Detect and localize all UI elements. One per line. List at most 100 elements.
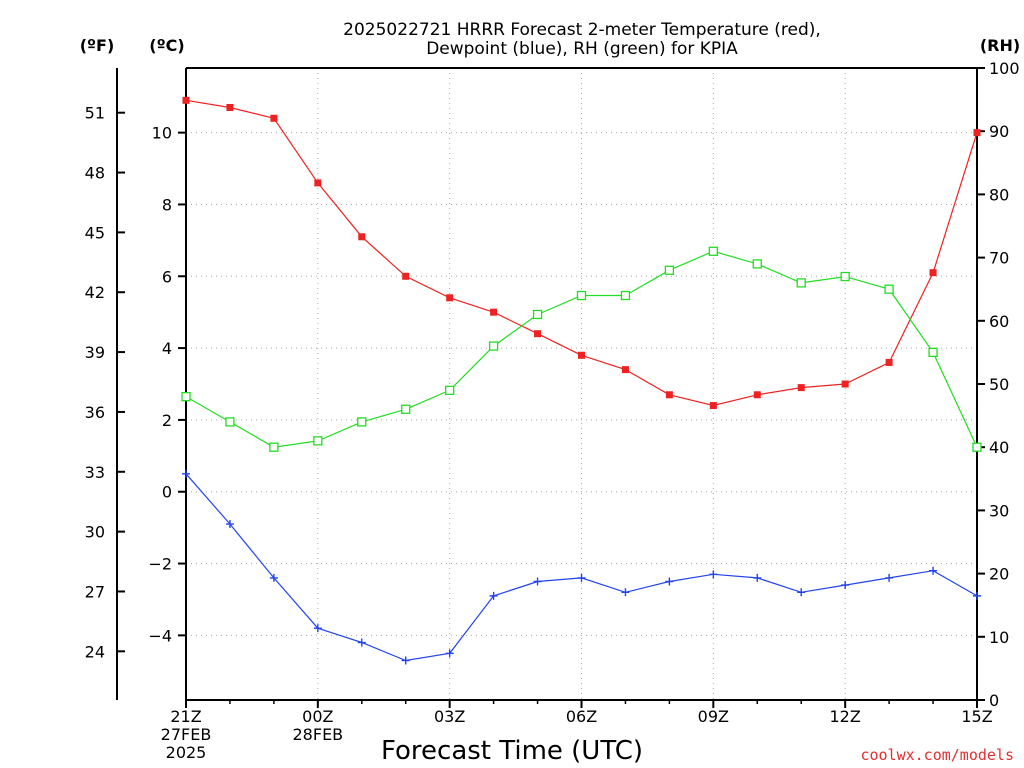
x-axis-label: Forecast Time (UTC) [381, 736, 643, 766]
celsius-tick-label: −4 [148, 626, 172, 645]
rh-tick-label: 70 [989, 249, 1009, 268]
celsius-tick-label: 4 [162, 339, 172, 358]
fahrenheit-tick-label: 36 [85, 403, 105, 422]
rh-point [840, 271, 850, 282]
celsius-tick-label: 2 [162, 411, 172, 430]
rh-point [928, 347, 938, 358]
temperature-point [182, 96, 190, 104]
dewpoint-point [313, 624, 322, 633]
temperature-point [885, 358, 893, 366]
dewpoint-point [533, 577, 542, 586]
dewpoint-point [489, 591, 498, 600]
fahrenheit-tick-label: 51 [85, 104, 105, 123]
rh-tick-label: 50 [989, 375, 1009, 394]
x-tick-label: 21Z 27FEB 2025 [161, 707, 212, 762]
rh-line [185, 250, 978, 448]
fahrenheit-tick-label: 45 [85, 223, 105, 242]
dewpoint-point [753, 573, 762, 582]
rh-point [532, 309, 543, 320]
temperature-point [402, 272, 410, 280]
temperature-point [490, 308, 498, 316]
x-tick-label: 06Z [566, 707, 597, 726]
rh-point [401, 404, 411, 414]
rh-unit-label: (RH) [980, 36, 1020, 55]
dewpoint-point [621, 588, 630, 597]
rh-tick-label: 80 [989, 185, 1009, 204]
temperature-point [621, 366, 629, 374]
temperature-point [578, 351, 585, 359]
fahrenheit-tick-label: 39 [85, 343, 105, 362]
fahrenheit-tick-label: 27 [85, 582, 105, 601]
rh-tick-label: 100 [989, 59, 1020, 78]
temperature-point [665, 391, 673, 399]
dewpoint-point [929, 566, 938, 575]
temperature-point [929, 269, 937, 277]
celsius-tick-label: 8 [162, 195, 172, 214]
x-tick-label: 09Z [698, 707, 729, 726]
rh-point [225, 417, 235, 427]
chart-title-line-1: 2025022721 HRRR Forecast 2-meter Tempera… [343, 20, 821, 40]
x-tick-label: 15Z [961, 707, 992, 726]
dewpoint-point [973, 591, 981, 600]
rh-point [445, 385, 455, 395]
temperature-point [753, 391, 761, 399]
rh-tick-label: 60 [989, 312, 1009, 331]
x-tick-label: 00Z 28FEB [293, 707, 344, 744]
dewpoint-point [269, 573, 278, 582]
rh-point [708, 246, 718, 256]
dewpoint-point [841, 581, 850, 590]
rh-tick-label: 90 [989, 122, 1009, 141]
fahrenheit-tick-label: 48 [85, 164, 105, 183]
dewpoint-point [709, 570, 718, 579]
temperature-point [314, 179, 322, 187]
rh-tick-label: 10 [989, 628, 1009, 647]
dewpoint-point [665, 577, 674, 586]
dewpoint-point [797, 588, 806, 597]
temperature-line [185, 99, 978, 407]
temperature-point [446, 294, 454, 302]
temperature-point [534, 330, 542, 338]
dewpoint-point [225, 520, 234, 529]
celsius-tick-label: 10 [152, 124, 172, 143]
rh-tick-label: 20 [989, 565, 1009, 584]
rh-point [664, 265, 675, 275]
fahrenheit-unit-label: (ºF) [80, 36, 115, 55]
rh-point [269, 442, 279, 452]
chart-title: 2025022721 HRRR Forecast 2-meter Tempera… [343, 20, 821, 59]
celsius-tick-label: 6 [162, 267, 172, 286]
x-tick-label: 12Z [830, 707, 861, 726]
rh-point [357, 417, 367, 427]
rh-point [972, 442, 982, 452]
rh-series [181, 246, 982, 452]
credit-text: coolwx.com/models [860, 746, 1014, 764]
dewpoint-series [182, 469, 981, 665]
rh-point [181, 391, 191, 402]
fahrenheit-tick-label: 33 [85, 463, 105, 482]
dewpoint-point [401, 656, 410, 665]
dewpoint-point [577, 573, 586, 582]
temperature-point [841, 380, 849, 388]
rh-point [488, 341, 499, 351]
fahrenheit-tick-label: 42 [85, 283, 105, 302]
temperature-series [182, 96, 981, 410]
rh-point [796, 278, 806, 288]
rh-point [620, 290, 631, 301]
rh-tick-label: 40 [989, 438, 1009, 457]
dewpoint-point [885, 573, 894, 582]
chart-title-line-2: Dewpoint (blue), RH (green) for KPIA [426, 39, 738, 59]
temperature-point [270, 114, 278, 122]
temperature-point [973, 129, 981, 137]
fahrenheit-tick-label: 24 [85, 642, 105, 661]
fahrenheit-tick-label: 30 [85, 523, 105, 542]
rh-point [576, 290, 587, 301]
celsius-tick-label: −2 [148, 555, 172, 574]
axes: 21Z 27FEB 2025 00Z 28FEB 03Z 06Z 09Z 12Z 15Z −4 −2 0… [85, 59, 1020, 762]
temperature-point [358, 233, 366, 241]
temperature-point [709, 402, 717, 410]
dewpoint-point [357, 638, 366, 647]
rh-point [884, 284, 894, 294]
x-tick-label: 03Z [434, 707, 465, 726]
temperature-point [226, 104, 234, 111]
dewpoint-line [185, 473, 978, 662]
